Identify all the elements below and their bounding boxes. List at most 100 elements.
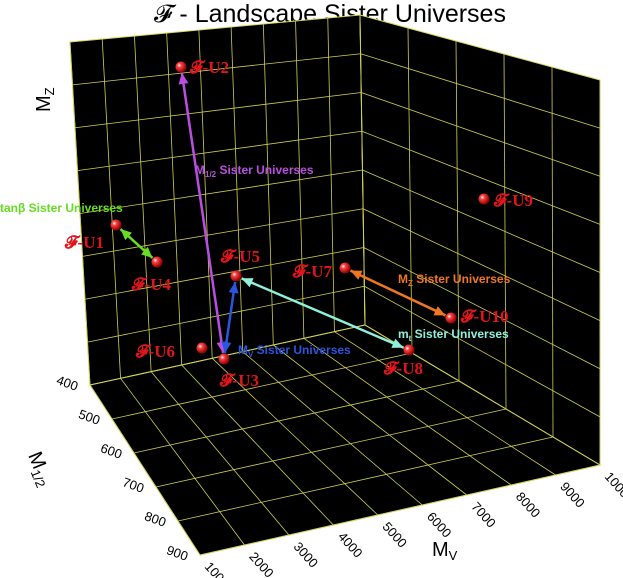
x-tick-label: 6000	[424, 509, 454, 541]
arrow-head	[350, 270, 363, 280]
axis-title-main: M	[432, 539, 449, 561]
arrow-head	[221, 341, 232, 354]
arrow-label: MV Sister Universes	[238, 343, 351, 359]
grid-line	[359, 14, 366, 326]
y-tick-label: 400	[55, 372, 81, 394]
grid-line	[111, 352, 413, 420]
axis-title-sub: V	[449, 548, 458, 563]
x-tick-label: 3000	[291, 539, 321, 571]
grid-line	[199, 464, 601, 556]
point	[339, 262, 351, 274]
point-label: 𝓕-U1	[64, 233, 104, 252]
axis-title: MZ	[33, 87, 57, 112]
point-label: 𝓕-U4	[131, 275, 171, 294]
x-tick-label: 7000	[468, 499, 498, 531]
grid-line	[181, 364, 334, 526]
point-label: 𝓕-U6	[135, 342, 175, 361]
arrow	[241, 277, 404, 349]
grid-line	[230, 26, 244, 352]
axis-title-main: M	[33, 95, 55, 112]
arrow-sub: Z	[408, 279, 413, 288]
axis-title: M1/2	[22, 449, 57, 490]
point	[403, 344, 415, 356]
x-tick-label: 5000	[380, 519, 410, 551]
grid-line	[74, 92, 362, 129]
grid-line	[455, 40, 460, 382]
grid-line	[303, 338, 512, 486]
grid-line	[89, 384, 201, 556]
arrow	[349, 269, 447, 317]
grid-line	[211, 358, 379, 516]
grid-line	[242, 351, 423, 506]
arrow-label: tanβ Sister Universes	[0, 201, 123, 215]
x-tick-label: 1000	[202, 559, 232, 578]
arrow	[223, 281, 237, 354]
grid-line	[101, 38, 121, 379]
grid-line	[295, 20, 305, 339]
grid-line	[133, 380, 460, 454]
arrow-head	[391, 338, 404, 348]
point-label: 𝓕-U8	[383, 359, 423, 378]
y-tick-label: 800	[143, 508, 169, 530]
y-tick-label: 500	[77, 406, 103, 428]
grid-line	[87, 285, 365, 343]
arrow-symbol: tanβ	[0, 201, 25, 215]
grid-line	[364, 285, 601, 418]
x-tick-label: 10000	[602, 469, 623, 506]
arrow-text: Sister Universes	[411, 327, 509, 341]
point	[196, 342, 208, 354]
point-label: 𝓕-U7	[292, 262, 332, 281]
grid-line	[334, 331, 556, 476]
arrow-text: Sister Universes	[253, 343, 351, 357]
point-label: 𝓕-U10	[460, 307, 508, 326]
grid-line	[361, 92, 601, 177]
x-tick-label: 9000	[557, 479, 587, 511]
point-label: 𝓕-U3	[219, 371, 259, 390]
grid-line	[273, 344, 467, 496]
grid-line	[360, 53, 601, 129]
arrow-head	[120, 229, 132, 241]
grid-line	[198, 29, 213, 359]
axis-title-main: M	[23, 449, 50, 473]
grid-line	[362, 169, 601, 273]
point	[151, 256, 163, 268]
point	[218, 353, 230, 365]
grid-line	[84, 247, 364, 300]
point	[175, 61, 187, 73]
point	[230, 270, 242, 282]
arrow-sub: V	[248, 350, 254, 359]
axis-title-sub: Z	[42, 87, 57, 95]
grid-line	[72, 53, 361, 86]
point-label: 𝓕-U2	[189, 58, 229, 77]
arrow-label: M1/2 Sister Universes	[195, 163, 314, 179]
grid-line	[551, 66, 554, 438]
grid-line	[166, 32, 183, 366]
point-label: 𝓕-U9	[493, 191, 533, 210]
grid-line	[361, 130, 601, 225]
grid-line	[362, 208, 601, 321]
arrow-head	[433, 306, 446, 316]
grid-line	[69, 41, 91, 386]
grid-line	[503, 53, 507, 410]
grid-line	[77, 130, 362, 172]
grid-line	[177, 436, 554, 522]
grid-line	[134, 35, 152, 372]
arrow-text: Sister Universes	[216, 163, 314, 177]
arrow	[180, 72, 225, 354]
arrow-text: Sister Universes	[413, 272, 511, 286]
arrow-head	[141, 246, 153, 258]
arrow-label: mt Sister Universes	[398, 327, 509, 343]
point	[478, 193, 490, 205]
arrow-sub: t	[409, 334, 412, 343]
x-tick-label: 8000	[513, 489, 543, 521]
point	[445, 312, 457, 324]
arrow-symbol: M	[398, 272, 408, 286]
arrow-head	[228, 281, 239, 294]
y-tick-label: 700	[121, 474, 147, 496]
grid-line	[327, 17, 335, 332]
point-label: 𝓕-U5	[220, 247, 260, 266]
x-tick-label: 4000	[335, 529, 365, 561]
grid-line	[150, 371, 290, 536]
